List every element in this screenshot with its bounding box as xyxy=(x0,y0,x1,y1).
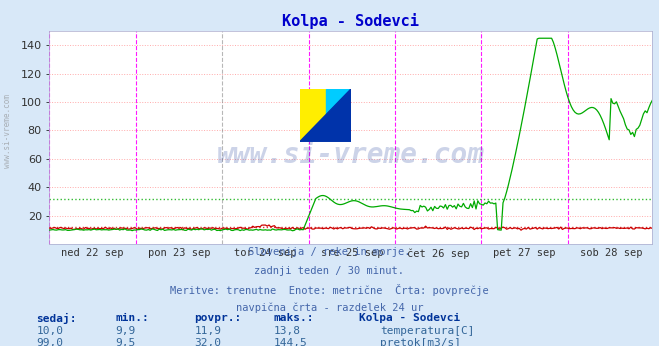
Text: 9,9: 9,9 xyxy=(115,326,136,336)
Text: www.si-vreme.com: www.si-vreme.com xyxy=(3,94,13,169)
Text: sedaj:: sedaj: xyxy=(36,313,76,324)
Polygon shape xyxy=(300,89,326,115)
Text: Kolpa - Sodevci: Kolpa - Sodevci xyxy=(359,313,461,323)
Text: min.:: min.: xyxy=(115,313,149,323)
Text: 13,8: 13,8 xyxy=(273,326,301,336)
Text: Slovenija / reke in morje.: Slovenija / reke in morje. xyxy=(248,247,411,257)
Text: navpična črta - razdelek 24 ur: navpična črta - razdelek 24 ur xyxy=(236,302,423,313)
Text: 11,9: 11,9 xyxy=(194,326,221,336)
Text: 10,0: 10,0 xyxy=(36,326,63,336)
Text: 144,5: 144,5 xyxy=(273,338,307,346)
Text: 32,0: 32,0 xyxy=(194,338,221,346)
Text: povpr.:: povpr.: xyxy=(194,313,242,323)
Text: temperatura[C]: temperatura[C] xyxy=(380,326,474,336)
Text: zadnji teden / 30 minut.: zadnji teden / 30 minut. xyxy=(254,266,405,276)
Polygon shape xyxy=(300,89,351,142)
Polygon shape xyxy=(326,89,351,115)
Text: www.si-vreme.com: www.si-vreme.com xyxy=(217,140,485,169)
Text: maks.:: maks.: xyxy=(273,313,314,323)
Text: pretok[m3/s]: pretok[m3/s] xyxy=(380,338,461,346)
Polygon shape xyxy=(300,89,326,142)
Text: 99,0: 99,0 xyxy=(36,338,63,346)
Text: Meritve: trenutne  Enote: metrične  Črta: povprečje: Meritve: trenutne Enote: metrične Črta: … xyxy=(170,284,489,296)
Text: 9,5: 9,5 xyxy=(115,338,136,346)
Title: Kolpa - Sodevci: Kolpa - Sodevci xyxy=(283,12,419,29)
